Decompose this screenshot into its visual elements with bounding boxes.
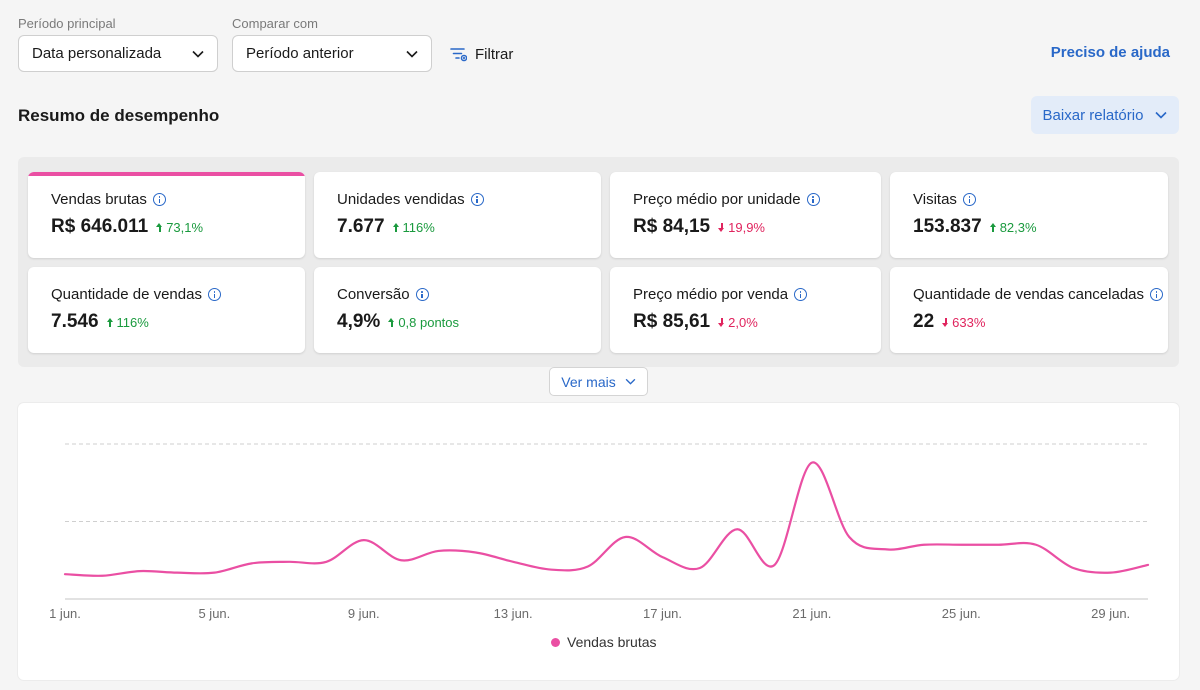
x-tick-label: 1 jun. (49, 606, 81, 621)
metric-label: Quantidade de vendas (51, 286, 202, 303)
metric-delta: 19,9% (718, 220, 765, 235)
x-tick-label: 9 jun. (348, 606, 380, 621)
main-period-value: Data personalizada (32, 45, 162, 62)
arrow-up-icon (156, 223, 163, 232)
metric-value: R$ 84,15 (633, 216, 711, 237)
section-title: Resumo de desempenho (18, 106, 220, 125)
x-tick-label: 29 jun. (1091, 606, 1130, 621)
sales-chart: 1 jun. 5 jun. 9 jun. 13 jun. 17 jun. 21 jun. 2… (18, 403, 1179, 680)
metric-card-unidades-vendidas[interactable]: Unidades vendidas 7.677 116% (314, 172, 601, 258)
arrow-down-icon (718, 223, 725, 232)
info-icon[interactable] (470, 193, 484, 206)
metrics-panel: Vendas brutas R$ 646.011 73,1% Unidades v… (18, 157, 1179, 367)
metric-card-conversao[interactable]: Conversão 4,9% 0,8 pontos (314, 267, 601, 353)
metric-card-preco-medio-unidade[interactable]: Preço médio por unidade R$ 84,15 19,9% (610, 172, 881, 258)
main-period-label: Período principal (18, 16, 116, 31)
metric-label: Conversão (337, 286, 410, 303)
chart-grid (65, 443, 1148, 522)
metric-label: Preço médio por venda (633, 286, 789, 303)
main-period-select[interactable]: Data personalizada (18, 35, 218, 72)
metric-label: Quantidade de vendas canceladas (913, 286, 1145, 303)
metric-label: Visitas (913, 191, 957, 208)
x-tick-label: 13 jun. (494, 606, 533, 621)
metric-card-vendas-canceladas[interactable]: Quantidade de vendas canceladas 22 633% (890, 267, 1168, 353)
legend-label: Vendas brutas (567, 634, 657, 650)
metric-delta: 633% (942, 315, 985, 330)
metric-card-vendas-brutas[interactable]: Vendas brutas R$ 646.011 73,1% (28, 172, 305, 258)
metric-value: R$ 85,61 (633, 311, 711, 332)
metric-delta: 82,3% (989, 220, 1037, 235)
info-icon[interactable] (152, 193, 166, 206)
x-tick-label: 5 jun. (198, 606, 230, 621)
metric-delta: 73,1% (156, 220, 203, 235)
arrow-up-icon (388, 318, 395, 327)
arrow-down-icon (718, 318, 725, 327)
metric-label: Vendas brutas (51, 191, 147, 208)
chart-canvas: 1 jun. 5 jun. 9 jun. 13 jun. 17 jun. 21 jun. 2… (49, 443, 1150, 621)
see-more-label: Ver mais (561, 373, 616, 390)
metric-card-preco-medio-venda[interactable]: Preço médio por venda R$ 85,61 2,0% (610, 267, 881, 353)
compare-select[interactable]: Período anterior (232, 35, 432, 72)
arrow-up-icon (989, 223, 997, 232)
info-icon[interactable] (415, 288, 429, 301)
metric-value: 4,9% (337, 311, 381, 332)
download-report-button[interactable]: Baixar relatório (1031, 96, 1179, 134)
info-icon[interactable] (794, 288, 808, 301)
metric-value: R$ 646.011 (51, 216, 149, 237)
metric-label: Preço médio por unidade (633, 191, 801, 208)
compare-label: Comparar com (232, 16, 318, 31)
info-icon[interactable] (207, 288, 221, 301)
see-more-button[interactable]: Ver mais (549, 367, 648, 396)
info-icon[interactable] (962, 193, 976, 206)
x-tick-label: 21 jun. (792, 606, 831, 621)
info-icon[interactable] (806, 193, 820, 206)
chevron-down-icon (192, 50, 204, 58)
filter-icon (450, 48, 467, 62)
metric-value: 153.837 (913, 216, 982, 237)
legend-dot (551, 637, 560, 647)
chevron-down-icon (625, 378, 636, 385)
metric-card-quantidade-vendas[interactable]: Quantidade de vendas 7.546 116% (28, 267, 305, 353)
metric-value: 7.677 (337, 216, 385, 237)
filter-button[interactable]: Filtrar (450, 42, 513, 66)
download-report-label: Baixar relatório (1042, 106, 1144, 124)
metric-delta: 0,8 pontos (388, 315, 459, 330)
filter-label: Filtrar (475, 45, 514, 63)
metric-card-visitas[interactable]: Visitas 153.837 82,3% (890, 172, 1168, 258)
info-icon[interactable] (1150, 288, 1164, 301)
metric-value: 7.546 (51, 311, 99, 332)
chevron-down-icon (1155, 111, 1168, 119)
x-tick-label: 17 jun. (643, 606, 682, 621)
help-link[interactable]: Preciso de ajuda (1050, 44, 1170, 61)
arrow-up-icon (392, 223, 400, 232)
arrow-down-icon (942, 318, 949, 327)
metric-delta: 2,0% (718, 315, 758, 330)
chevron-down-icon (406, 50, 418, 58)
x-axis-ticks: 1 jun. 5 jun. 9 jun. 13 jun. 17 jun. 21 jun. 2… (49, 606, 1130, 621)
metric-label: Unidades vendidas (337, 191, 465, 208)
arrow-up-icon (106, 318, 114, 327)
chart-legend: Vendas brutas (551, 634, 657, 650)
metric-value: 22 (913, 311, 935, 332)
compare-value: Período anterior (246, 45, 354, 62)
series-line-vendas-brutas (63, 461, 1150, 577)
metric-delta: 116% (106, 315, 149, 330)
x-tick-label: 25 jun. (942, 606, 981, 621)
metric-delta: 116% (392, 220, 435, 235)
